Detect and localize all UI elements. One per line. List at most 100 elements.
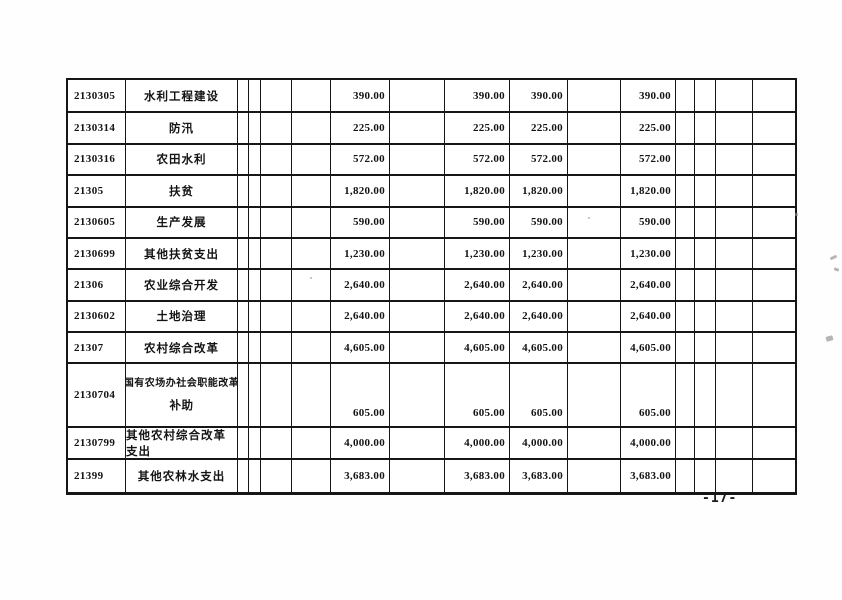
cell-value-3: 1,820.00 bbox=[509, 176, 567, 206]
cell-empty bbox=[675, 239, 694, 268]
cell-value-4: 590.00 bbox=[620, 207, 675, 237]
cell-empty bbox=[675, 333, 694, 362]
cell-name: 其他扶贫支出 bbox=[125, 239, 237, 268]
cell-empty bbox=[715, 301, 752, 331]
cell-value-3: 572.00 bbox=[509, 144, 567, 174]
cell-code: 21307 bbox=[74, 341, 104, 354]
cell-empty bbox=[237, 333, 248, 362]
cell-empty bbox=[567, 113, 620, 143]
cell-empty bbox=[752, 176, 795, 206]
cell-empty bbox=[260, 176, 291, 206]
cell-empty bbox=[248, 207, 260, 237]
cell-empty bbox=[291, 113, 330, 143]
cell-value-4: 1,820.00 bbox=[620, 176, 675, 206]
cell-code: 2130602 bbox=[74, 310, 116, 323]
cell-empty bbox=[567, 364, 620, 426]
cell-value-1: 4,000.00 bbox=[330, 428, 389, 458]
scan-speck bbox=[829, 254, 838, 261]
table-row: 21399 其他农林水支出 3,683.00 3,683.00 3,683.00 3,68… bbox=[68, 457, 795, 492]
cell-empty bbox=[237, 270, 248, 300]
cell-empty bbox=[752, 80, 795, 111]
cell-empty bbox=[675, 459, 694, 492]
cell-empty bbox=[715, 239, 752, 268]
page-number: -17- bbox=[702, 491, 738, 506]
cell-empty bbox=[248, 144, 260, 174]
cell-code: 2130799 bbox=[74, 436, 116, 449]
cell-empty bbox=[694, 207, 715, 237]
cell-empty bbox=[291, 176, 330, 206]
table-row: 2130605 生产发展 590.00 590.00 590.00 590.00 bbox=[68, 205, 795, 237]
cell-empty bbox=[248, 364, 260, 426]
cell-empty bbox=[675, 113, 694, 143]
cell-empty bbox=[567, 333, 620, 362]
cell-value-1: 590.00 bbox=[330, 207, 389, 237]
cell-empty bbox=[715, 364, 752, 426]
cell-empty bbox=[752, 239, 795, 268]
cell-empty bbox=[675, 207, 694, 237]
cell-code: 21306 bbox=[74, 278, 104, 291]
cell-empty bbox=[248, 459, 260, 492]
cell-empty bbox=[248, 333, 260, 362]
cell-empty bbox=[260, 239, 291, 268]
cell-empty bbox=[675, 80, 694, 111]
cell-empty bbox=[694, 270, 715, 300]
cell-empty bbox=[248, 113, 260, 143]
cell-empty bbox=[715, 459, 752, 492]
scan-speck bbox=[825, 335, 834, 342]
cell-name-line1: 国有农场办社会职能改革 bbox=[125, 378, 237, 390]
cell-code: 2130704 bbox=[74, 389, 116, 401]
cell-empty bbox=[567, 176, 620, 206]
cell-empty bbox=[237, 301, 248, 331]
cell-empty bbox=[715, 333, 752, 362]
cell-name: 生产发展 bbox=[125, 207, 237, 237]
cell-empty bbox=[248, 270, 260, 300]
cell-empty bbox=[291, 239, 330, 268]
cell-value-2: 605.00 bbox=[444, 364, 509, 426]
cell-empty bbox=[694, 428, 715, 458]
cell-empty bbox=[260, 333, 291, 362]
cell-empty bbox=[389, 428, 444, 458]
cell-value-3: 1,230.00 bbox=[509, 239, 567, 268]
cell-name: 农田水利 bbox=[125, 144, 237, 174]
cell-value-4: 225.00 bbox=[620, 113, 675, 143]
scan-speck bbox=[833, 267, 840, 272]
cell-empty bbox=[752, 144, 795, 174]
table-row: 2130314 防汛 225.00 225.00 225.00 225.00 bbox=[68, 111, 795, 143]
cell-empty bbox=[715, 270, 752, 300]
cell-value-3: 605.00 bbox=[509, 364, 567, 426]
cell-empty bbox=[389, 364, 444, 426]
cell-empty bbox=[291, 270, 330, 300]
cell-empty bbox=[389, 207, 444, 237]
cell-value-2: 390.00 bbox=[444, 80, 509, 111]
cell-empty bbox=[694, 80, 715, 111]
cell-empty bbox=[291, 207, 330, 237]
cell-value-1: 4,605.00 bbox=[330, 333, 389, 362]
cell-empty bbox=[567, 207, 620, 237]
cell-value-1: 2,640.00 bbox=[330, 301, 389, 331]
cell-value-2: 4,605.00 bbox=[444, 333, 509, 362]
cell-empty bbox=[389, 113, 444, 143]
cell-empty bbox=[237, 428, 248, 458]
scan-speck bbox=[310, 277, 312, 279]
cell-code: 2130605 bbox=[74, 216, 116, 229]
cell-value-2: 2,640.00 bbox=[444, 270, 509, 300]
cell-empty bbox=[694, 239, 715, 268]
cell-value-4: 4,000.00 bbox=[620, 428, 675, 458]
cell-empty bbox=[291, 301, 330, 331]
cell-empty bbox=[675, 301, 694, 331]
budget-table: 2130305 水利工程建设 390.00 390.00 390.00 390.00 213… bbox=[66, 78, 797, 495]
cell-empty bbox=[291, 459, 330, 492]
table-row: 2130699 其他扶贫支出 1,230.00 1,230.00 1,230.00 1,2… bbox=[68, 237, 795, 268]
cell-empty bbox=[260, 270, 291, 300]
scan-speck bbox=[795, 213, 798, 216]
cell-empty bbox=[675, 270, 694, 300]
cell-empty bbox=[694, 144, 715, 174]
cell-code: 2130305 bbox=[74, 89, 116, 102]
cell-code: 21399 bbox=[74, 469, 104, 482]
cell-empty bbox=[237, 176, 248, 206]
cell-empty bbox=[675, 144, 694, 174]
cell-value-3: 390.00 bbox=[509, 80, 567, 111]
cell-value-2: 2,640.00 bbox=[444, 301, 509, 331]
cell-value-3: 2,640.00 bbox=[509, 301, 567, 331]
